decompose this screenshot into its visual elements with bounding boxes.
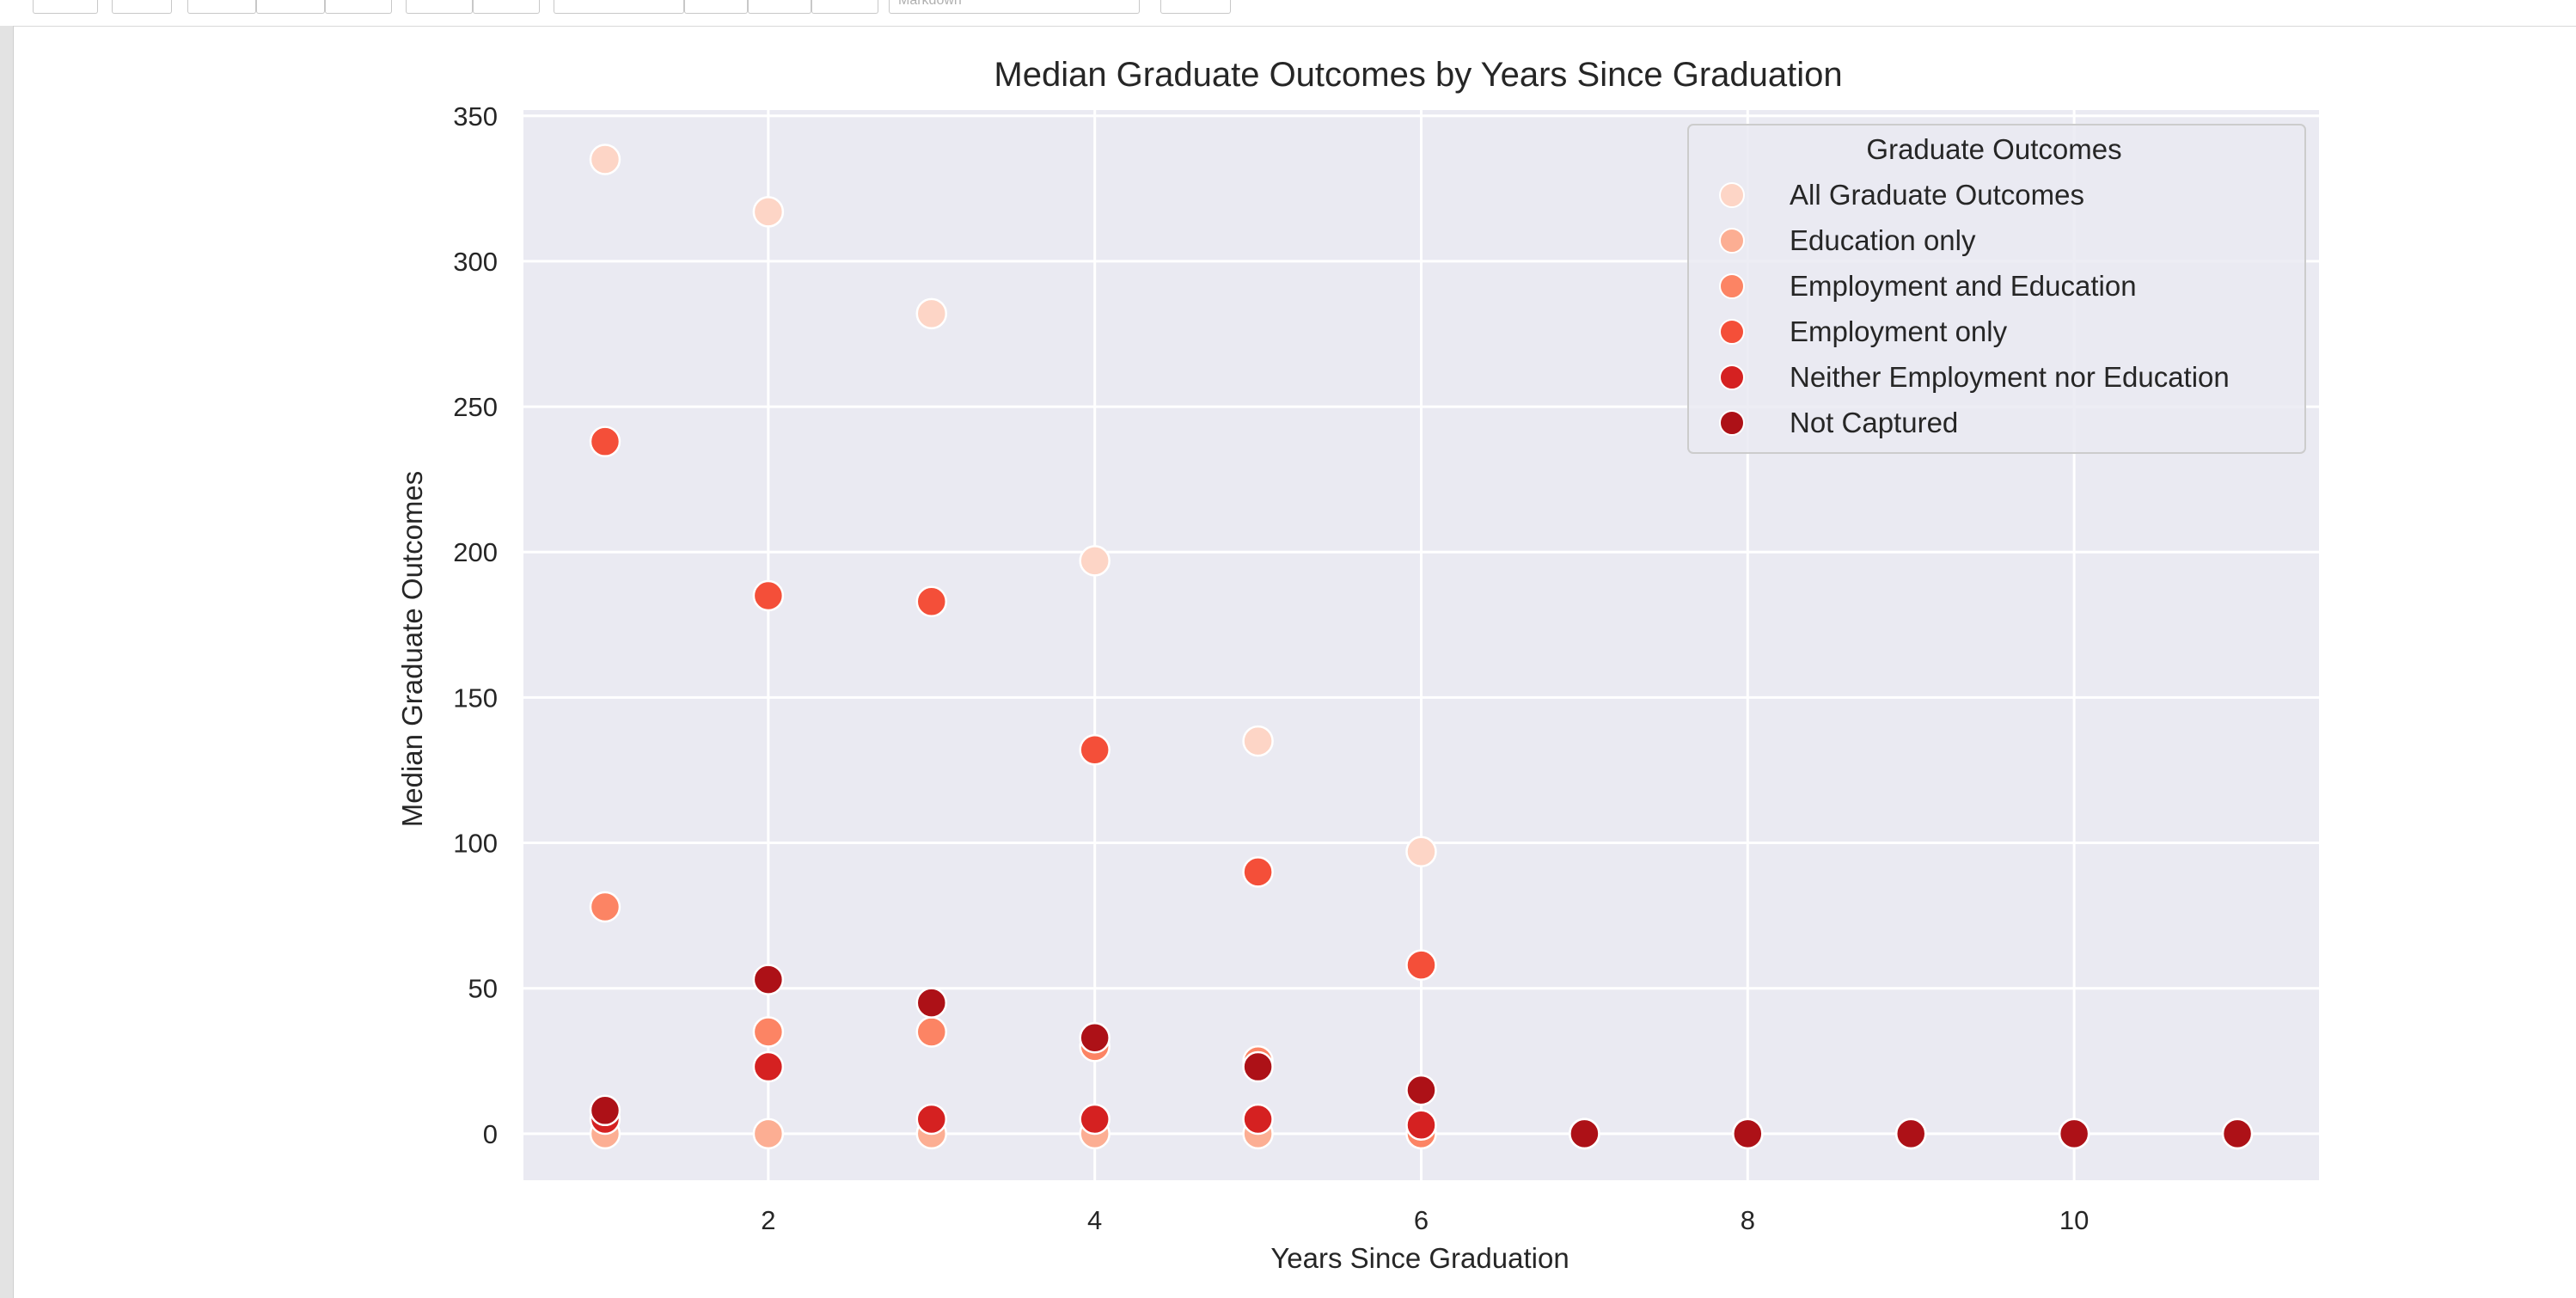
data-point bbox=[1242, 1050, 1274, 1083]
legend-marker bbox=[1719, 319, 1745, 345]
data-point bbox=[1242, 725, 1274, 757]
data-point bbox=[752, 1016, 785, 1048]
grid-lines bbox=[523, 110, 2319, 1180]
legend-title: Graduate Outcomes bbox=[1866, 133, 2121, 165]
move-down-icon[interactable] bbox=[473, 0, 540, 14]
data-point bbox=[589, 426, 621, 457]
legend: Graduate Outcomes All Graduate Outcomes E… bbox=[1687, 124, 2306, 454]
x-axis-label: Years Since Graduation bbox=[1270, 1242, 1569, 1274]
legend-label: Employment and Education bbox=[1790, 270, 2137, 302]
data-point bbox=[1079, 1021, 1111, 1054]
data-point bbox=[1242, 856, 1274, 888]
legend-label: Neither Employment nor Education bbox=[1790, 361, 2230, 393]
add-cell-icon[interactable] bbox=[112, 0, 172, 14]
data-point bbox=[1569, 1117, 1600, 1150]
legend-label: Employment only bbox=[1790, 315, 2008, 347]
data-point bbox=[915, 585, 948, 618]
data-point bbox=[1079, 734, 1111, 766]
data-points bbox=[589, 144, 2254, 1150]
x-tick-label: 10 bbox=[2059, 1205, 2089, 1235]
fast-forward-icon[interactable] bbox=[811, 0, 878, 14]
data-point bbox=[752, 964, 785, 995]
data-point bbox=[1405, 1109, 1437, 1141]
legend-marker bbox=[1719, 273, 1745, 299]
legend-items: All Graduate Outcomes Education only Emplo… bbox=[1719, 179, 2230, 438]
legend-marker bbox=[1719, 228, 1745, 254]
data-point bbox=[752, 1117, 785, 1150]
legend-marker bbox=[1719, 182, 1745, 208]
legend-label: Education only bbox=[1790, 224, 1976, 256]
legend-marker bbox=[1719, 364, 1745, 390]
y-axis-label: Median Graduate Outcomes bbox=[396, 471, 428, 828]
save-icon[interactable] bbox=[33, 0, 98, 14]
cell-type-select[interactable]: Markdown bbox=[889, 0, 1140, 14]
y-tick-label: 150 bbox=[453, 683, 498, 713]
data-point bbox=[589, 1094, 621, 1127]
data-point bbox=[589, 891, 621, 923]
data-point bbox=[752, 1050, 785, 1083]
y-tick-label: 0 bbox=[483, 1119, 498, 1149]
y-tick-label: 200 bbox=[453, 537, 498, 567]
cut-icon[interactable] bbox=[187, 0, 256, 14]
data-point bbox=[1079, 1103, 1111, 1136]
data-point bbox=[752, 579, 785, 612]
x-tick-label: 8 bbox=[1741, 1205, 1755, 1235]
x-tick-label: 6 bbox=[1414, 1205, 1429, 1235]
data-point bbox=[915, 1103, 948, 1136]
legend-label: All Graduate Outcomes bbox=[1790, 179, 2084, 211]
data-point bbox=[2058, 1117, 2090, 1150]
data-point bbox=[1732, 1117, 1764, 1150]
data-point bbox=[1894, 1117, 1927, 1150]
paste-icon[interactable] bbox=[325, 0, 392, 14]
keyboard-icon[interactable] bbox=[1160, 0, 1231, 14]
chart-title: Median Graduate Outcomes by Years Since … bbox=[994, 56, 1842, 94]
data-point bbox=[752, 196, 785, 228]
legend-box bbox=[1687, 124, 2306, 454]
y-tick-label: 250 bbox=[453, 392, 498, 422]
y-tick-label: 300 bbox=[453, 247, 498, 277]
y-tick-label: 50 bbox=[468, 974, 498, 1004]
data-point bbox=[915, 1016, 948, 1048]
data-point bbox=[1079, 545, 1111, 577]
cell-gutter bbox=[0, 26, 14, 1298]
data-point bbox=[1242, 1103, 1274, 1136]
cell-type-value: Markdown bbox=[898, 0, 962, 8]
copy-icon[interactable] bbox=[256, 0, 325, 14]
data-point bbox=[2221, 1117, 2254, 1150]
run-icon[interactable] bbox=[554, 0, 684, 14]
data-point bbox=[1405, 1074, 1437, 1106]
legend-label: Not Captured bbox=[1790, 407, 1958, 438]
legend-marker bbox=[1719, 410, 1745, 436]
data-point bbox=[1405, 836, 1437, 867]
notebook-toolbar: Markdown bbox=[0, 0, 2576, 27]
restart-icon[interactable] bbox=[748, 0, 811, 14]
x-tick-label: 4 bbox=[1087, 1205, 1102, 1235]
stop-icon[interactable] bbox=[684, 0, 748, 14]
data-point bbox=[589, 144, 621, 175]
data-point bbox=[1405, 949, 1437, 981]
y-tick-label: 350 bbox=[453, 101, 498, 132]
x-tick-label: 2 bbox=[761, 1205, 775, 1235]
y-tick-label: 100 bbox=[453, 829, 498, 859]
data-point bbox=[915, 987, 948, 1019]
data-point bbox=[915, 297, 948, 330]
move-up-icon[interactable] bbox=[406, 0, 473, 14]
